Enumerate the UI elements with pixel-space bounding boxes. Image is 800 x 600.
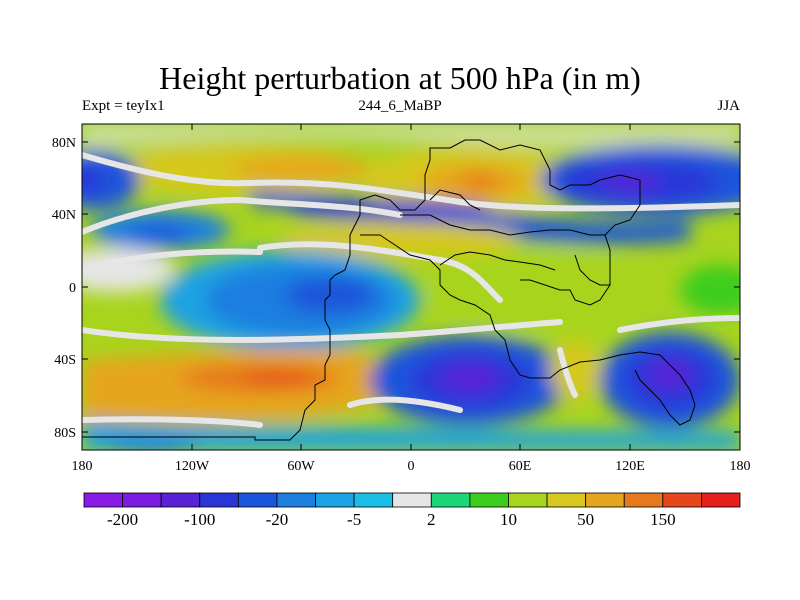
lon-label-180w: 180 [72,459,93,474]
colorbar-box [662,492,702,508]
colorbar-box [469,492,509,508]
colorbar-label: 2 [427,510,436,529]
colorbar-label: 150 [650,510,676,529]
lon-label-0: 0 [408,459,415,474]
colorbar-box [237,492,278,508]
run-label: 244_6_MaBP [358,98,442,114]
lon-label-120e: 120E [615,459,645,474]
lon-label-180e: 180 [730,459,751,474]
colorbar-box [430,492,471,508]
axis-ticks [82,124,740,450]
lat-label-0: 0 [69,281,76,296]
lat-label-80s: 80S [54,426,76,441]
colorbar-label: 10 [500,510,517,529]
colorbar-label: -100 [184,510,215,529]
colorbar-box [160,492,201,508]
colorbar-box [353,492,394,508]
colorbar [83,492,741,508]
colorbar-labels: -200 -100 -20 -5 2 10 50 150 [107,510,676,529]
colorbar-box [546,492,587,508]
colorbar-box [122,492,162,508]
season-label: JJA [717,98,740,114]
colorbar-label: -20 [266,510,289,529]
lon-label-120w: 120W [175,459,210,474]
lon-label-60e: 60E [509,459,532,474]
colorbar-box [623,492,664,508]
colorbar-box [276,492,316,508]
lat-label-80n: 80N [52,136,76,151]
colorbar-label: -5 [347,510,361,529]
colorbar-label: 50 [577,510,594,529]
colorbar-box [199,492,239,508]
colorbar-box [83,492,123,508]
lat-label-40s: 40S [54,353,76,368]
lon-label-60w: 60W [287,459,315,474]
experiment-label: Expt = teyIx1 [82,98,165,114]
plot-title: Height perturbation at 500 hPa (in m) [159,60,641,96]
colorbar-box [392,492,432,508]
colorbar-box [508,492,548,508]
colorbar-box [315,492,355,508]
colorbar-box [701,492,741,508]
colorbar-label: -200 [107,510,138,529]
contour-field [82,124,740,450]
lat-label-40n: 40N [52,208,76,223]
colorbar-box [585,492,625,508]
